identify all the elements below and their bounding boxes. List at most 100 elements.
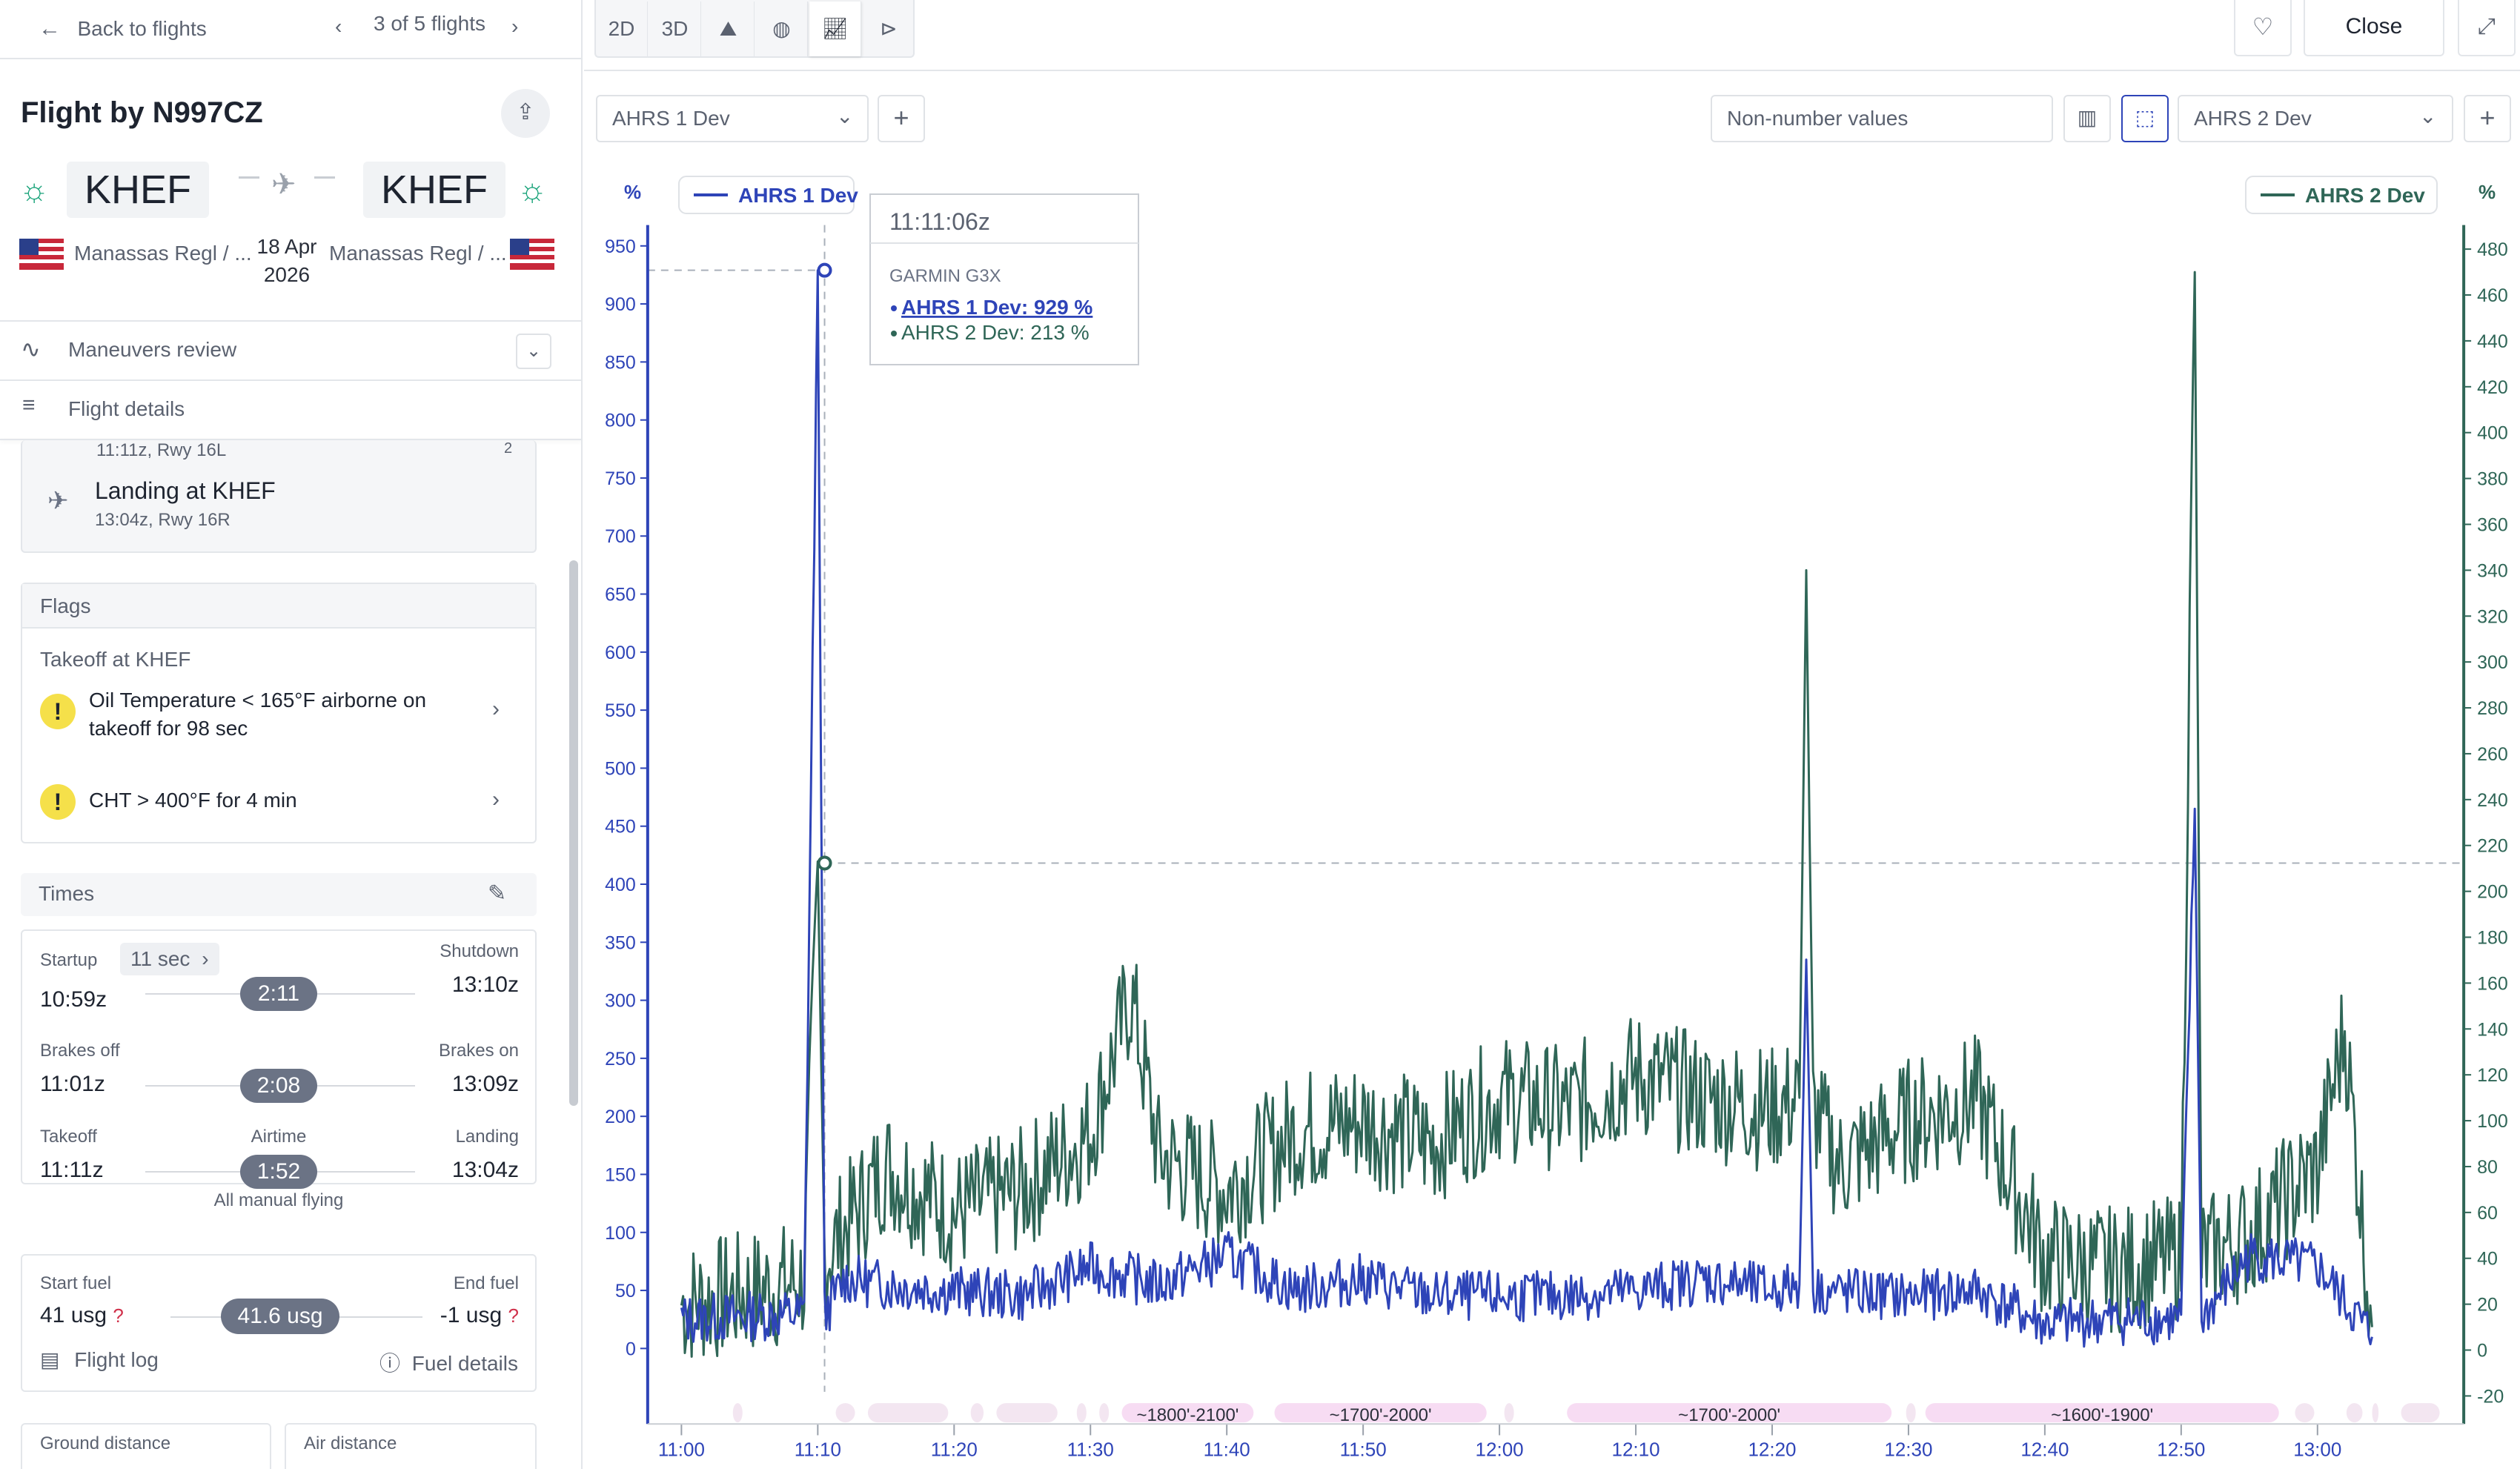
chevron-down-icon: ⌄: [836, 105, 854, 127]
favorite-button[interactable]: ♡: [2234, 0, 2292, 56]
back-button[interactable]: ← Back to flights: [39, 16, 207, 42]
end-fuel-row: -1 usg ?: [393, 1303, 519, 1328]
tooltip-line-2: AHRS 2 Dev: 213 %: [901, 321, 1090, 344]
tooltip-line-1: AHRS 1 Dev: 929 %: [901, 296, 1092, 319]
brakes-off-time: 11:01z: [40, 1072, 105, 1096]
x-tick-label: 11:10: [795, 1439, 841, 1461]
line-chart-icon: 📈︎: [821, 17, 849, 40]
close-button[interactable]: Close: [2304, 0, 2444, 56]
chart-view-button[interactable]: 📈︎: [809, 1, 861, 56]
add-right-parameter-button[interactable]: +: [2464, 95, 2511, 142]
globe-icon: ◍: [772, 17, 791, 40]
flag-text: Oil Temperature < 165°F airborne on take…: [89, 686, 426, 743]
altitude-band-label: ~1600'-1900': [2051, 1405, 2153, 1425]
view-3d-button[interactable]: 3D: [649, 1, 701, 56]
arrival-airport[interactable]: KHEF: [363, 162, 505, 218]
altitude-band-label: ~1700'-2000': [1330, 1405, 1432, 1425]
flight-pager-label: 3 of 5 flights: [374, 12, 485, 35]
flag-item[interactable]: ! CHT > 400°F for 4 min ›: [22, 781, 535, 826]
fuel-details-link[interactable]: ⓘ Fuel details: [379, 1347, 518, 1377]
bar-chart-icon: ▥: [2077, 106, 2098, 129]
departure-airport[interactable]: KHEF: [67, 162, 209, 218]
startup-duration-chip[interactable]: 11 sec ›: [120, 943, 219, 975]
edit-times-button[interactable]: ✎: [488, 881, 506, 906]
x-tick-label: 12:40: [2020, 1439, 2069, 1461]
maneuvers-review-label[interactable]: Maneuvers review: [68, 338, 237, 361]
left-tick-label: 900: [605, 294, 636, 315]
route-dash-left: [239, 176, 259, 179]
maneuvers-dropdown-button[interactable]: ⌄: [516, 334, 551, 369]
divider: [0, 379, 581, 381]
times-title: Times: [39, 882, 95, 905]
right-tick-label: 80: [2477, 1157, 2498, 1178]
x-tick-label: 12:00: [1476, 1439, 1524, 1461]
next-flight-button[interactable]: ›: [511, 15, 518, 39]
flight-details-label[interactable]: Flight details: [68, 397, 185, 420]
airtime-pill: 1:52: [240, 1155, 317, 1189]
right-tick-label: 200: [2477, 882, 2508, 903]
terrain-view-button[interactable]: ⛰: [703, 1, 755, 56]
flight-log-link[interactable]: ▤ Flight log: [40, 1347, 159, 1372]
times-card: Startup 11 sec › 10:59z Shutdown 13:10z …: [21, 929, 537, 1189]
right-tick-label: 420: [2477, 377, 2508, 398]
legend-right[interactable]: AHRS 2 Dev: [2245, 176, 2438, 214]
right-tick-label: 160: [2477, 973, 2508, 994]
sidebar-scrollbar[interactable]: [569, 560, 578, 1106]
left-tick-label: 250: [605, 1049, 636, 1070]
right-tick-label: 460: [2477, 285, 2508, 306]
left-tick-label: 550: [605, 700, 636, 721]
fuel-unknown-mark[interactable]: ?: [508, 1304, 519, 1327]
series-line-ahrs-2-dev: [680, 271, 2373, 1358]
x-tick-label: 12:50: [2157, 1439, 2205, 1461]
landing-time: 13:04z: [451, 1158, 519, 1182]
share-button[interactable]: ⇪: [501, 89, 550, 138]
fullscreen-button[interactable]: ⤢: [2458, 0, 2516, 56]
left-tick-label: 850: [605, 352, 636, 373]
back-to-flights-label: Back to flights: [77, 17, 207, 40]
playback-view-button[interactable]: ⊳: [863, 1, 915, 56]
list-icon: ≡: [22, 393, 36, 417]
flight-date-day: 18 Apr: [256, 235, 317, 258]
shutdown-label: Shutdown: [440, 941, 519, 961]
pencil-icon: ✎: [488, 881, 507, 906]
chevron-left-icon: ‹: [335, 15, 342, 38]
left-tick-label: 400: [605, 875, 636, 895]
landing-event-title[interactable]: Landing at KHEF: [95, 477, 276, 504]
prev-flight-button[interactable]: ‹: [335, 15, 342, 39]
non-number-values-input[interactable]: Non-number values: [1711, 95, 2053, 142]
view-mode-toolbar: 2D 3D ⛰ ◍ 📈︎ ⊳: [594, 0, 915, 58]
box-select-toggle[interactable]: ⬚: [2121, 95, 2169, 142]
us-flag-icon: [510, 239, 554, 270]
flight-date-year: 2026: [263, 263, 311, 286]
altitude-band-marker: [867, 1403, 949, 1423]
chevron-down-icon: ⌄: [2419, 105, 2437, 127]
right-tick-label: -20: [2477, 1386, 2504, 1407]
left-tick-label: 500: [605, 758, 636, 779]
left-tick-label: 200: [605, 1107, 636, 1127]
parameter-chart[interactable]: ~1800'-2100' ~1700'-2000' ~1700'-2000' ~160…: [584, 156, 2520, 1469]
bar-chart-toggle[interactable]: ▥: [2063, 95, 2111, 142]
left-parameter-select[interactable]: AHRS 1 Dev ⌄: [596, 95, 869, 142]
altitude-band-marker: [835, 1403, 855, 1423]
altitude-band-marker: [732, 1403, 743, 1423]
add-left-parameter-button[interactable]: +: [878, 95, 925, 142]
right-tick-label: 120: [2477, 1065, 2508, 1086]
fuel-unknown-mark[interactable]: ?: [113, 1304, 124, 1327]
view-2d-button[interactable]: 2D: [596, 1, 648, 56]
left-tick-label: 700: [605, 526, 636, 547]
x-tick-label: 11:20: [931, 1439, 978, 1461]
right-parameter-value: AHRS 2 Dev: [2194, 107, 2312, 130]
chevron-down-icon: ⌄: [525, 341, 542, 361]
legend-left[interactable]: AHRS 1 Dev: [678, 176, 858, 214]
globe-view-button[interactable]: ◍: [756, 1, 808, 56]
ground-distance-label: Ground distance: [40, 1433, 171, 1453]
x-tick-label: 11:40: [1204, 1439, 1250, 1461]
x-tick-label: 11:30: [1067, 1439, 1114, 1461]
flight-nav-bar: ← Back to flights ‹ 3 of 5 flights ›: [0, 0, 581, 59]
left-tick-label: 950: [605, 236, 636, 257]
flag-item[interactable]: ! Oil Temperature < 165°F airborne on ta…: [22, 686, 535, 760]
flight-title: Flight by N997CZ: [21, 96, 263, 129]
left-tick-label: 600: [605, 643, 636, 663]
right-tick-label: 320: [2477, 606, 2508, 627]
right-parameter-select[interactable]: AHRS 2 Dev ⌄: [2178, 95, 2453, 142]
